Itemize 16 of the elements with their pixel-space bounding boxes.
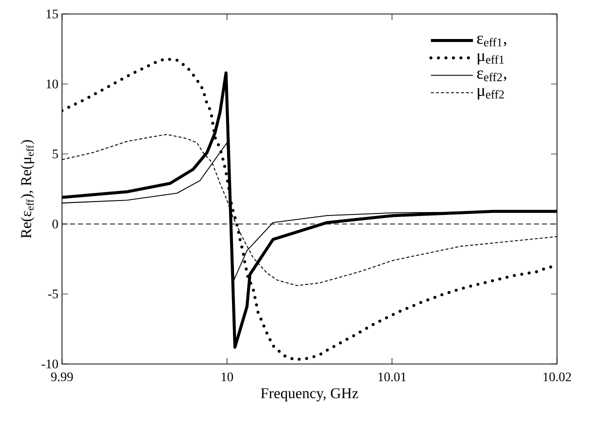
legend-label: μ$_{eff2}$: [478, 88, 504, 100]
legend-label: ε$_{eff2}$,: [477, 70, 506, 82]
x-tick-label: 9.99: [51, 372, 73, 382]
y-tick-label: 15: [46, 10, 58, 18]
y-tick-label: -10: [42, 360, 58, 368]
y-tick-label: -5: [48, 290, 58, 298]
legend-label: μ$_{eff1}$: [478, 53, 504, 65]
x-tick-label: 10.01: [378, 372, 406, 382]
y-tick-label: 0: [52, 220, 58, 228]
x-tick-label: 10: [222, 372, 234, 382]
x-axis-title: Frequency, GHz: [260, 388, 358, 402]
x-tick-label: 10.02: [544, 372, 571, 382]
legend-label: ε$_{eff1}$,: [477, 36, 506, 46]
y-tick-label: 10: [46, 80, 58, 88]
y-tick-label: 5: [52, 150, 58, 158]
y-axis-title: Re(ε$_{eff}$), Re(μ$_{eff}$): [20, 140, 34, 238]
